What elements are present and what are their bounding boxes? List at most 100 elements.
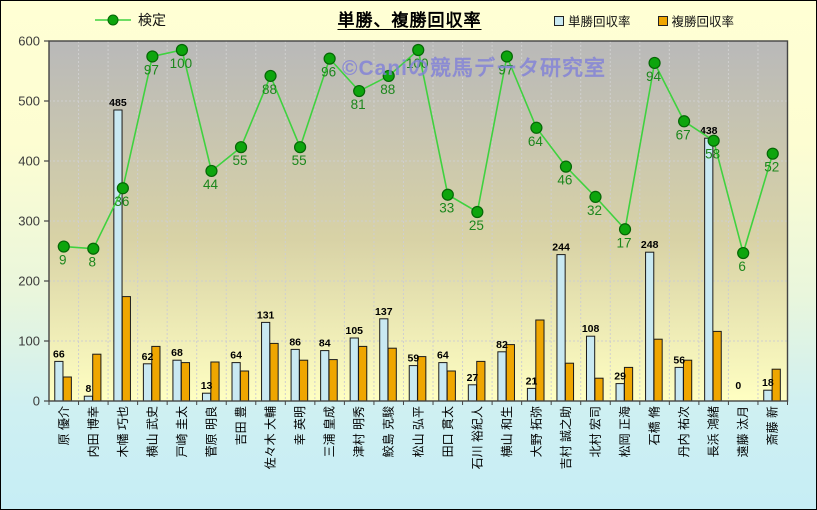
kentei-point-label: 8 — [89, 255, 97, 270]
kentei-point — [57, 240, 70, 253]
tansho-bar — [763, 389, 773, 402]
tansho-bar — [674, 366, 684, 402]
fukusho-bar — [92, 353, 102, 402]
tansho-bar-label: 68 — [171, 347, 183, 359]
tansho-bar — [438, 362, 448, 402]
tansho-bar — [201, 392, 212, 402]
fukusho-bar — [564, 362, 575, 402]
kentei-point-label: 46 — [557, 173, 572, 188]
tansho-bar — [379, 318, 389, 402]
kentei-point-label: 94 — [646, 69, 662, 84]
y-tick-label: 400 — [18, 154, 40, 169]
tansho-bar — [408, 365, 418, 402]
tansho-bar-label: 131 — [257, 309, 275, 321]
tansho-bar-label: 244 — [552, 242, 570, 254]
category-label: 横山 武史 — [145, 406, 159, 457]
kentei-point — [648, 56, 661, 70]
kentei-point-label: 55 — [292, 153, 307, 168]
fukusho-bar — [535, 319, 545, 402]
kentei-point — [293, 141, 307, 154]
kentei-point-label: 33 — [439, 201, 454, 216]
kentei-point — [264, 69, 277, 83]
kentei-point — [441, 188, 454, 201]
tansho-bar — [83, 395, 94, 402]
kentei-point — [678, 115, 691, 128]
category-label: 大野 拓弥 — [528, 406, 543, 457]
kentei-line-marker-icon — [95, 14, 131, 26]
kentei-point-label: 100 — [170, 56, 193, 71]
tansho-bar-label: 82 — [496, 339, 508, 351]
y-tick-label: 0 — [33, 394, 40, 409]
category-label: 木幡 巧也 — [115, 406, 130, 457]
category-label: 遠藤 汰月 — [736, 406, 750, 457]
tansho-bar-label: 66 — [53, 348, 65, 360]
tansho-bar — [54, 360, 64, 402]
y-tick-label: 100 — [18, 334, 40, 349]
kentei-point — [175, 43, 189, 57]
legend-fukusho-label: 複勝回収率 — [671, 15, 735, 29]
category-label: 斎藤 新 — [765, 406, 780, 445]
category-label: 石橋 脩 — [648, 406, 662, 445]
category-label: 菅原 明良 — [203, 406, 218, 457]
tansho-bar-label: 137 — [375, 306, 393, 318]
kentei-point — [559, 160, 573, 173]
tansho-bar-label: 64 — [437, 350, 449, 362]
legend-tansho[interactable]: 単勝回収率 — [554, 11, 631, 30]
tansho-bar-label: 64 — [230, 350, 242, 362]
fukusho-bar — [387, 347, 397, 402]
tansho-bar — [615, 383, 625, 402]
kentei-point — [766, 147, 779, 160]
tansho-bar — [290, 348, 300, 402]
fukusho-bar — [358, 345, 368, 402]
tansho-bar — [113, 109, 123, 402]
tansho-bar — [526, 387, 537, 402]
tansho-bar-label: 13 — [201, 380, 213, 392]
category-label: 横山 和生 — [500, 406, 514, 457]
category-label: 三浦 皇成 — [323, 406, 337, 457]
kentei-point-label: 44 — [203, 177, 219, 192]
kentei-point — [382, 69, 395, 83]
kentei-point — [146, 50, 159, 63]
kentei-point — [87, 242, 100, 255]
category-label: 津村 明秀 — [352, 406, 366, 457]
kentei-point — [412, 43, 425, 57]
tansho-bar-label: 0 — [735, 380, 741, 392]
kentei-point-label: 17 — [617, 235, 632, 250]
category-label: 松岡 正海 — [617, 406, 632, 457]
tansho-bar-label: 29 — [614, 371, 626, 383]
kentei-point-label: 55 — [232, 153, 247, 168]
tansho-bar-label: 248 — [641, 239, 659, 251]
kentei-point — [618, 223, 632, 236]
tansho-bar-label: 84 — [319, 338, 331, 350]
kentei-point — [234, 141, 248, 154]
fukusho-bar — [239, 370, 250, 402]
tansho-bar — [261, 321, 271, 402]
kentei-point — [737, 246, 750, 260]
y-tick-label: 500 — [18, 94, 40, 109]
kentei-point — [530, 121, 543, 134]
kentei-point — [589, 190, 602, 203]
legend-kentei[interactable]: 検定 — [93, 10, 166, 30]
chart-title: 単勝、複勝回収率 — [337, 11, 482, 30]
kentei-point-label: 96 — [321, 65, 336, 80]
fukusho-bar — [121, 296, 131, 402]
tansho-bar-label: 485 — [109, 97, 127, 109]
kentei-point-label: 81 — [351, 97, 366, 112]
kentei-point-label: 64 — [528, 134, 544, 149]
legend-fukusho[interactable]: 複勝回収率 — [657, 11, 735, 30]
kentei-point — [353, 84, 366, 98]
category-label: 戸崎 圭太 — [174, 406, 189, 457]
category-label: 石川 裕紀人 — [469, 406, 484, 469]
legend-series: 単勝回収率 複勝回収率 — [554, 11, 734, 30]
category-label: 鮫島 克駿 — [381, 406, 396, 457]
tansho-bar-label: 86 — [289, 336, 301, 348]
tansho-bar-label: 62 — [142, 351, 154, 363]
y-tick-label: 200 — [18, 274, 40, 289]
tansho-bar — [231, 362, 241, 402]
fukusho-bar — [446, 370, 456, 402]
kentei-point-label: 97 — [498, 62, 513, 77]
tansho-bar — [142, 363, 153, 402]
kentei-point — [471, 205, 484, 219]
category-label: 長浜 鴻緒 — [706, 406, 721, 457]
